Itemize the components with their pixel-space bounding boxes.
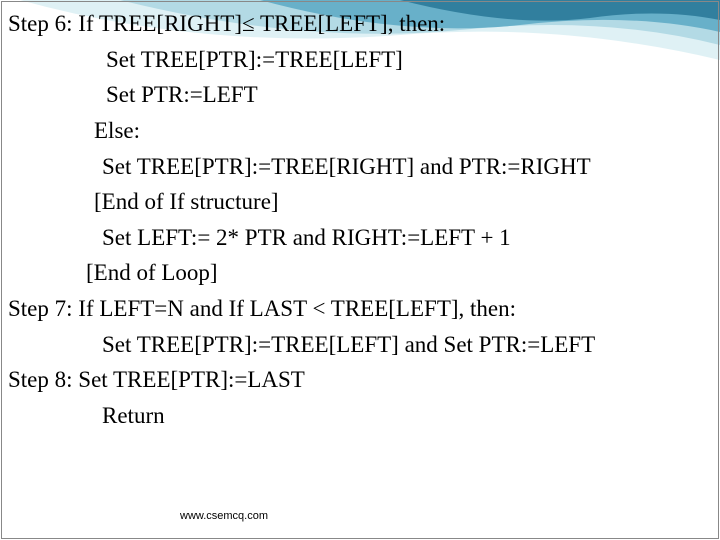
algorithm-text: Step 6: If TREE[RIGHT]≤ TREE[LEFT], then… <box>8 6 712 434</box>
code-line: Else: <box>8 113 712 149</box>
footer-url: www.csemcq.com <box>180 510 268 522</box>
code-line: Set LEFT:= 2* PTR and RIGHT:=LEFT + 1 <box>8 220 712 256</box>
code-line: Return <box>8 398 712 434</box>
code-line: [End of Loop] <box>8 255 712 291</box>
code-line: Step 7: If LEFT=N and If LAST < TREE[LEF… <box>8 291 712 327</box>
code-line: Step 8: Set TREE[PTR]:=LAST <box>8 362 712 398</box>
code-line: Step 6: If TREE[RIGHT]≤ TREE[LEFT], then… <box>8 6 712 42</box>
code-line: Set TREE[PTR]:=TREE[RIGHT] and PTR:=RIGH… <box>8 149 712 185</box>
code-line: Set TREE[PTR]:=TREE[LEFT] and Set PTR:=L… <box>8 327 712 363</box>
code-line: [End of If structure] <box>8 184 712 220</box>
code-line: Set PTR:=LEFT <box>8 77 712 113</box>
code-line: Set TREE[PTR]:=TREE[LEFT] <box>8 42 712 78</box>
